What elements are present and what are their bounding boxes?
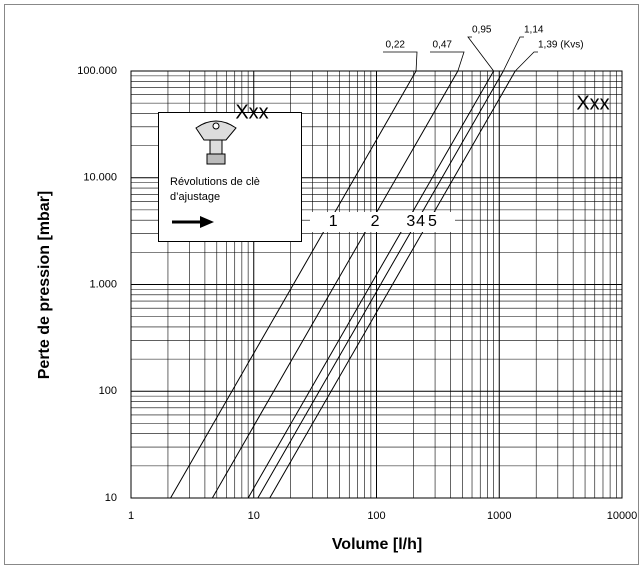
line-label: 3 xyxy=(406,213,415,230)
legend-text: Révolutions de clè d’ajustage xyxy=(170,176,260,203)
y-tick-label: 100.000 xyxy=(77,65,117,77)
series-name: 1,39 (Kvs) xyxy=(538,40,584,51)
label-backdrop xyxy=(310,212,455,232)
y-axis-label: Perte de pression [mbar] xyxy=(36,191,53,380)
series-name: 1,14 xyxy=(524,25,544,36)
leader-line xyxy=(514,51,538,72)
x-tick-label: 100 xyxy=(367,510,385,522)
line-label: 5 xyxy=(428,213,437,230)
annotation: Xxx xyxy=(235,101,268,123)
series-name: 0,47 xyxy=(433,40,453,51)
y-tick-label: 10.000 xyxy=(83,172,117,184)
legend-box: Révolutions de clè d’ajustage xyxy=(158,112,302,242)
y-tick-label: 100 xyxy=(99,385,117,397)
x-tick-label: 10 xyxy=(248,510,260,522)
leader-line xyxy=(430,51,465,72)
leader-line xyxy=(502,36,524,72)
series-name: 0,95 xyxy=(472,25,492,36)
y-tick-label: 1.000 xyxy=(89,278,117,290)
key-icon xyxy=(195,120,237,165)
x-tick-label: 1 xyxy=(128,510,134,522)
line-label: 2 xyxy=(371,213,380,230)
leader-line xyxy=(467,36,494,72)
annotation: Xxx xyxy=(576,92,609,114)
y-tick-label: 10 xyxy=(105,492,117,504)
arrow-head xyxy=(200,216,214,228)
x-tick-label: 1000 xyxy=(487,510,511,522)
plot-border xyxy=(130,70,623,499)
series-name: 0,22 xyxy=(386,40,406,51)
series-line xyxy=(257,70,504,499)
leader-line xyxy=(383,51,418,72)
line-label: 1 xyxy=(329,213,338,230)
legend-text-box: Révolutions de clè d’ajustage xyxy=(170,176,260,203)
x-axis-label: Volume [l/h] xyxy=(332,536,422,553)
series-line xyxy=(247,70,495,499)
series-line xyxy=(269,70,516,499)
x-tick-label: 10000 xyxy=(607,510,638,522)
series-line xyxy=(170,70,417,499)
overlay: 1 0,22 2 0,47 3 0,95 4 1,14 5 1,39 (Kvs) xyxy=(329,25,584,231)
series-line xyxy=(211,70,459,499)
line-label: 4 xyxy=(416,213,425,230)
